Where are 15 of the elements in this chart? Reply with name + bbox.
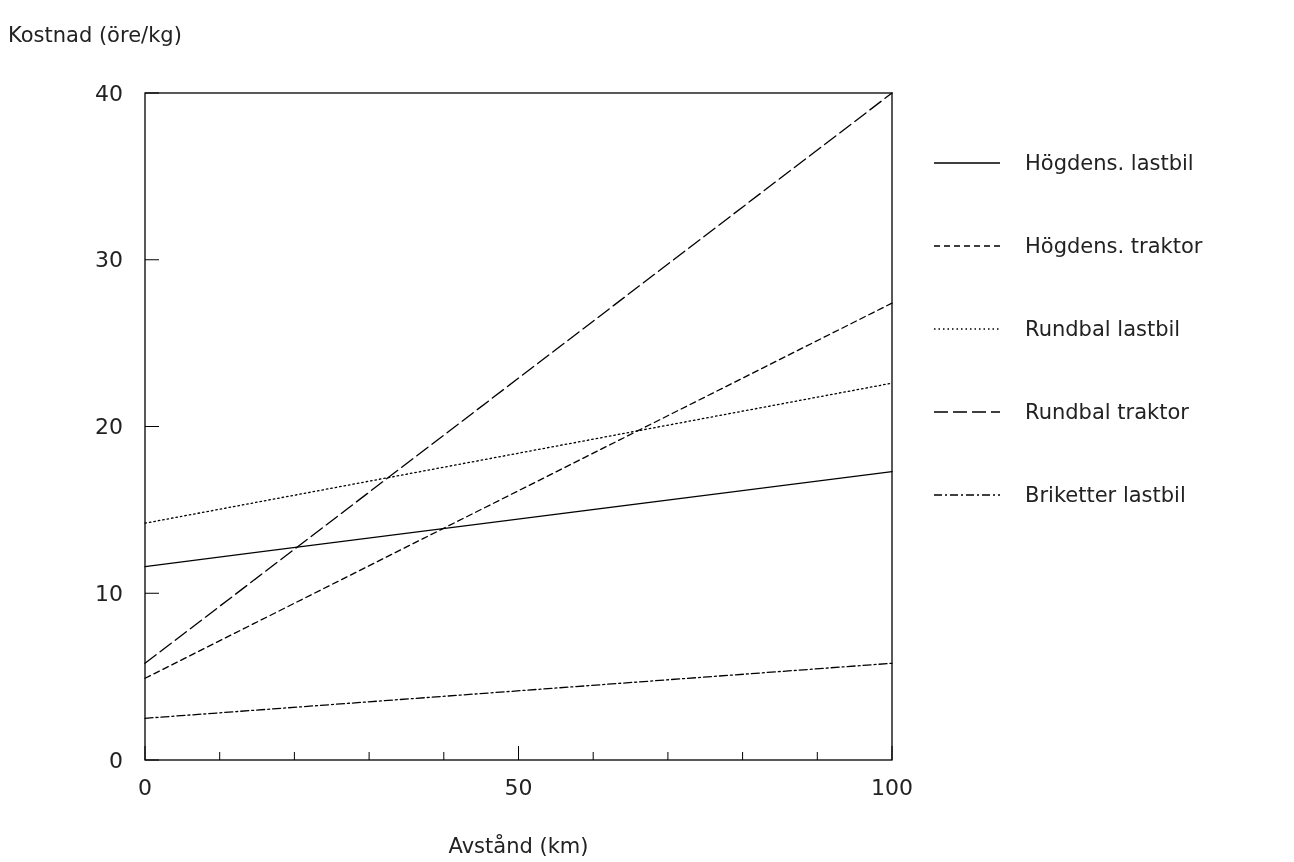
- y-tick-label: 0: [109, 747, 123, 773]
- legend-label: Högdens. traktor: [1025, 234, 1203, 259]
- legend-label: Briketter lastbil: [1025, 483, 1186, 508]
- x-tick-label: 100: [871, 775, 913, 800]
- legend-label: Rundbal lastbil: [1025, 317, 1181, 342]
- x-tick-label: 50: [504, 775, 533, 800]
- legend-label: Högdens. lastbil: [1025, 151, 1194, 176]
- x-tick-label: 0: [138, 775, 152, 800]
- y-tick-label: 10: [95, 580, 123, 606]
- y-tick-label: 30: [95, 247, 123, 273]
- legend-label: Rundbal traktor: [1025, 400, 1190, 425]
- x-axis-title: Avstånd (km): [448, 833, 589, 858]
- y-tick-label: 20: [95, 414, 123, 440]
- y-axis-title: Kostnad (öre/kg): [8, 23, 182, 47]
- y-tick-label: 40: [95, 80, 123, 106]
